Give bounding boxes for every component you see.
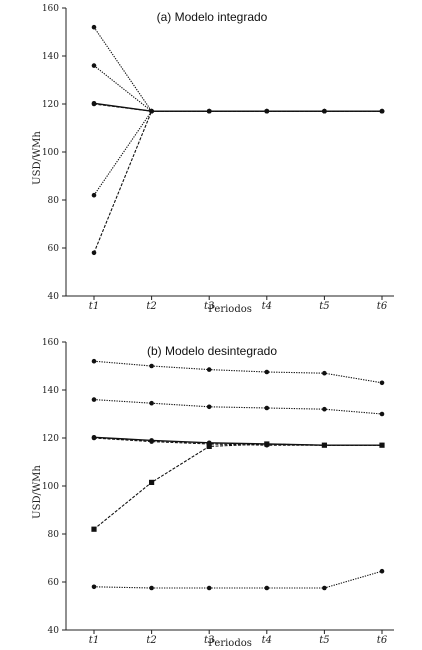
data-point [149, 439, 154, 444]
data-point [149, 479, 155, 485]
data-point [91, 63, 97, 68]
y-tick-label: 80 [48, 196, 60, 206]
y-axis-label: USD/WMh [32, 131, 43, 185]
chart-panel-0: 40 60 80 100 120 140 160 t1 t2 t3 t4 t5 t6 Periodos US… [32, 4, 394, 315]
data-point [149, 108, 154, 114]
data-point [91, 250, 97, 256]
data-point [91, 435, 97, 441]
y-tick-label: 60 [48, 244, 60, 254]
data-point [264, 405, 270, 411]
x-tick-label: t1 [89, 301, 99, 312]
data-point [322, 406, 327, 412]
y-tick-label: 160 [42, 4, 59, 14]
data-point [206, 367, 212, 372]
data-point [206, 404, 212, 410]
series-5 [91, 108, 385, 256]
data-point [91, 526, 97, 532]
data-point [91, 584, 97, 590]
data-point [379, 442, 385, 448]
x-tick-label: t1 [89, 635, 99, 646]
x-tick-label: t4 [262, 301, 272, 312]
series-4 [91, 441, 385, 532]
chart-panel-1: 40 60 80 100 120 140 160 t1 t2 t3 t4 t5 t6 Periodos US… [32, 338, 394, 649]
data-point [206, 108, 212, 114]
series-5 [91, 568, 385, 591]
series-line [93, 399, 383, 415]
series-0 [91, 358, 385, 386]
y-tick-label: 80 [48, 530, 60, 540]
x-tick-label: t5 [319, 301, 329, 312]
series-line [93, 65, 382, 112]
y-tick-label: 140 [42, 52, 59, 62]
x-tick-label: t3 [204, 635, 214, 646]
data-point [206, 443, 212, 449]
data-point [91, 358, 97, 364]
chart-title: (b) Modelo desintegrado [147, 344, 277, 358]
data-point [264, 585, 270, 591]
series-1 [91, 397, 385, 417]
series-line [93, 360, 383, 384]
data-point [149, 363, 154, 369]
data-point [91, 192, 97, 198]
x-tick-label: t6 [377, 301, 388, 312]
series-1 [91, 63, 385, 114]
series-4 [91, 108, 385, 198]
data-point [379, 411, 385, 417]
y-tick-label: 120 [42, 434, 59, 444]
series-line [93, 102, 382, 112]
data-point [322, 108, 327, 114]
series-line [93, 26, 382, 112]
data-point [379, 380, 385, 386]
data-point [264, 441, 270, 447]
y-tick-label: 120 [42, 100, 59, 110]
y-tick-label: 140 [42, 386, 59, 396]
y-tick-label: 40 [48, 292, 60, 302]
y-axis-label: USD/WMh [32, 465, 43, 519]
data-point [264, 108, 270, 114]
data-point [322, 585, 327, 591]
x-axis-label: Periodos [208, 304, 252, 315]
data-point [149, 400, 154, 406]
data-point [379, 108, 385, 114]
y-tick-label: 100 [42, 148, 59, 158]
x-tick-label: t2 [146, 301, 156, 312]
series-0 [91, 24, 385, 114]
series-2 [91, 434, 385, 448]
data-point [91, 101, 97, 107]
data-point [149, 585, 154, 591]
data-point [379, 568, 385, 574]
series-line [93, 103, 382, 112]
x-tick-label: t4 [262, 635, 272, 646]
x-tick-label: t2 [146, 635, 156, 646]
data-point [91, 397, 97, 402]
x-tick-label: t6 [377, 635, 388, 646]
y-tick-label: 100 [42, 482, 59, 492]
x-axis-label: Periodos [208, 638, 252, 649]
y-tick-label: 40 [48, 626, 60, 636]
series-line [93, 570, 383, 589]
y-tick-label: 60 [48, 578, 60, 588]
data-point [206, 585, 212, 591]
y-tick-label: 160 [42, 338, 59, 348]
data-point [321, 442, 327, 448]
series-line [93, 443, 382, 530]
x-tick-label: t3 [204, 301, 214, 312]
x-tick-label: t5 [319, 635, 329, 646]
series-line [93, 110, 382, 254]
data-point [264, 369, 270, 375]
data-point [91, 24, 97, 30]
chart-title: (a) Modelo integrado [157, 10, 268, 24]
series-line [93, 110, 382, 196]
data-point [322, 370, 327, 376]
